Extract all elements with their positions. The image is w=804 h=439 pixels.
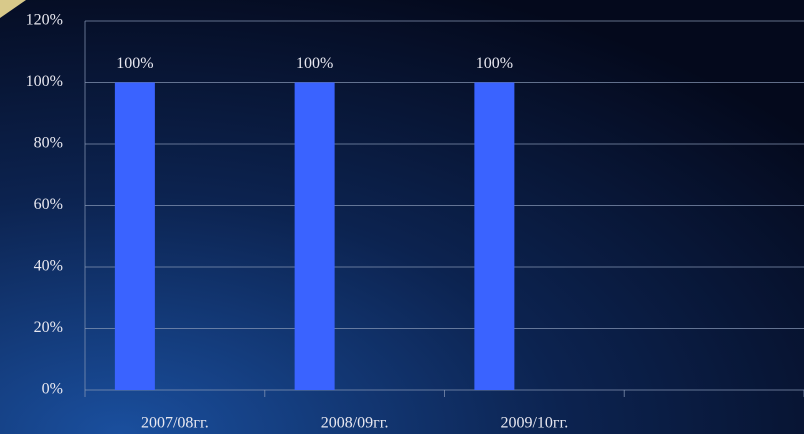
bar xyxy=(114,82,155,390)
y-tick-label: 100% xyxy=(26,73,63,90)
data-label: 100% xyxy=(296,55,333,72)
data-label: 100% xyxy=(476,55,513,72)
x-tick-label: 2009/10гг. xyxy=(500,415,568,432)
x-tick-label: 2008/09гг. xyxy=(321,415,389,432)
y-tick-label: 40% xyxy=(34,258,63,275)
bar xyxy=(474,82,515,390)
y-tick-label: 0% xyxy=(42,381,63,398)
x-tick-label: 2007/08гг. xyxy=(141,415,209,432)
y-tick-label: 60% xyxy=(34,196,63,213)
y-tick-label: 120% xyxy=(26,12,63,29)
y-tick-label: 80% xyxy=(34,135,63,152)
data-label: 100% xyxy=(116,55,153,72)
bar xyxy=(294,82,335,390)
y-tick-label: 20% xyxy=(34,319,63,336)
corner-decoration xyxy=(0,0,26,18)
